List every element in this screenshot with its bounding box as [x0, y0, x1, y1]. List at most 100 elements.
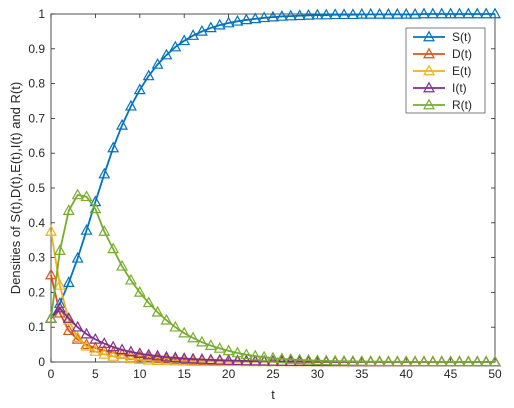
data-point: [489, 355, 501, 367]
y-tick-label: 0.1: [28, 320, 45, 334]
data-point: [169, 40, 182, 52]
data-point: [124, 345, 137, 357]
data-point: [116, 351, 128, 363]
data-point: [275, 352, 288, 364]
data-point: [311, 354, 324, 365]
legend-label: E(t): [452, 64, 471, 78]
y-axis-label: Densities of S(t),D(t),E(t),I(t) and R(t…: [8, 82, 23, 294]
data-point: [204, 21, 217, 33]
data-point: [444, 7, 457, 19]
data-point: [142, 69, 155, 81]
data-point: [124, 99, 137, 111]
y-tick-label: 0: [38, 355, 45, 369]
y-tick-label: 0.3: [28, 251, 45, 265]
data-point: [204, 353, 217, 365]
data-point: [133, 285, 146, 297]
data-point: [418, 7, 430, 19]
data-point: [231, 354, 244, 366]
data-point: [302, 353, 315, 365]
data-point: [187, 355, 200, 366]
x-tick-label: 30: [311, 367, 325, 381]
data-point: [160, 350, 173, 362]
data-point: [53, 278, 66, 290]
data-point: [80, 224, 93, 235]
data-point: [71, 331, 84, 342]
data-point: [160, 352, 173, 364]
data-point: [142, 353, 155, 365]
data-point: [71, 320, 84, 332]
data-point: [222, 344, 235, 356]
data-point: [267, 354, 279, 366]
data-point: [80, 190, 93, 202]
data-point: [178, 352, 191, 363]
data-point: [302, 8, 315, 20]
data-point: [240, 354, 253, 366]
data-point: [116, 343, 128, 355]
data-point: [80, 327, 93, 339]
data-point: [98, 225, 111, 236]
data-point: [346, 354, 359, 366]
series-st: [45, 7, 501, 323]
data-point: [284, 9, 297, 21]
data-point: [62, 324, 75, 336]
y-tick-label: 0.5: [28, 181, 45, 195]
data-point: [169, 354, 182, 366]
data-point: [89, 332, 102, 344]
data-point: [45, 225, 57, 236]
data-point: [213, 341, 226, 353]
data-point: [222, 16, 235, 28]
data-point: [151, 305, 164, 317]
data-point: [213, 353, 226, 365]
legend-label: S(t): [452, 30, 471, 44]
y-tick-label: 0.4: [28, 216, 45, 230]
data-point: [329, 354, 342, 366]
legend-marker: [423, 30, 435, 42]
data-point: [355, 355, 368, 366]
data-point: [160, 313, 173, 325]
data-point: [231, 346, 244, 358]
data-point: [160, 48, 173, 60]
data-point: [293, 353, 306, 365]
y-axis-ticks: 0 0.1 0.2 0.3 0.4 0.5 0.6 0.7 0.8 0.9 1: [28, 7, 495, 369]
data-point: [107, 141, 120, 153]
data-point: [480, 355, 493, 367]
data-point: [196, 335, 208, 347]
data-point: [53, 244, 66, 255]
data-point: [204, 355, 217, 366]
legend-label: D(t): [452, 47, 472, 61]
y-tick-label: 0.8: [28, 77, 45, 91]
data-point: [133, 83, 146, 95]
data-point: [382, 7, 395, 19]
data-point: [107, 242, 120, 254]
data-point: [53, 306, 66, 318]
data-point: [293, 9, 306, 21]
data-point: [151, 58, 164, 69]
legend-label: I(t): [452, 81, 467, 95]
data-point: [133, 350, 146, 362]
data-point: [89, 195, 102, 207]
data-point: [178, 34, 191, 46]
data-point: [240, 348, 253, 360]
data-point: [62, 276, 75, 287]
data-point: [204, 339, 217, 350]
data-point: [187, 352, 200, 364]
data-point: [151, 352, 164, 363]
data-point: [116, 118, 128, 130]
data-point: [364, 355, 377, 366]
data-point: [275, 9, 288, 21]
data-point: [187, 331, 200, 343]
x-tick-label: 50: [488, 367, 502, 381]
y-tick-label: 0.7: [28, 111, 45, 125]
data-point: [142, 296, 155, 308]
data-point: [45, 268, 57, 280]
legend-marker: [423, 81, 435, 93]
series-group: [45, 7, 501, 367]
data-point: [213, 18, 226, 30]
x-tick-label: 0: [48, 367, 55, 381]
data-point: [89, 202, 102, 214]
data-point: [107, 349, 120, 361]
data-point: [249, 349, 262, 361]
data-point: [116, 259, 128, 271]
data-point: [133, 347, 146, 358]
data-point: [338, 8, 350, 20]
